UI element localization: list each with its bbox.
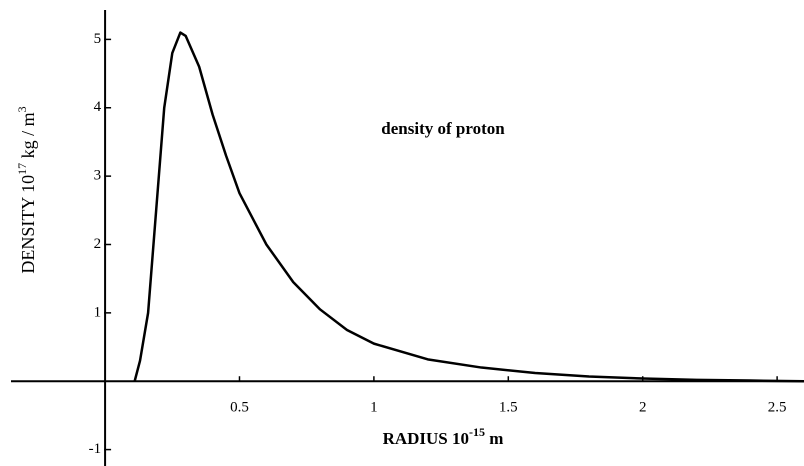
- y-tick-label: 1: [94, 304, 102, 320]
- x-label-part: RADIUS 10: [383, 429, 469, 448]
- x-label-part: m: [485, 429, 503, 448]
- y-label-sup: 3: [15, 106, 29, 112]
- annotation: density of proton: [381, 119, 505, 138]
- x-tick-label: 2: [639, 400, 647, 416]
- y-label-part: kg / m: [18, 112, 38, 163]
- y-tick-label: 4: [94, 99, 102, 115]
- x-label-sup: -15: [469, 425, 485, 439]
- x-tick-label: 2.5: [768, 400, 787, 416]
- y-tick-label: 2: [94, 236, 102, 252]
- x-tick-label: 1.5: [499, 400, 518, 416]
- y-tick-label: 5: [94, 31, 102, 47]
- y-label-part: DENSITY 10: [18, 175, 38, 274]
- x-tick-label: 1: [370, 400, 378, 416]
- data-line: [133, 31, 804, 383]
- x-axis-label: RADIUS 10-15 m: [383, 425, 504, 448]
- y-tick-label: 3: [94, 168, 102, 184]
- y-axis-label: DENSITY 1017 kg / m3: [15, 106, 38, 273]
- x-tick-label: 0.5: [230, 400, 249, 416]
- y-label-sup: 17: [15, 163, 29, 175]
- y-tick-label: -1: [89, 441, 102, 457]
